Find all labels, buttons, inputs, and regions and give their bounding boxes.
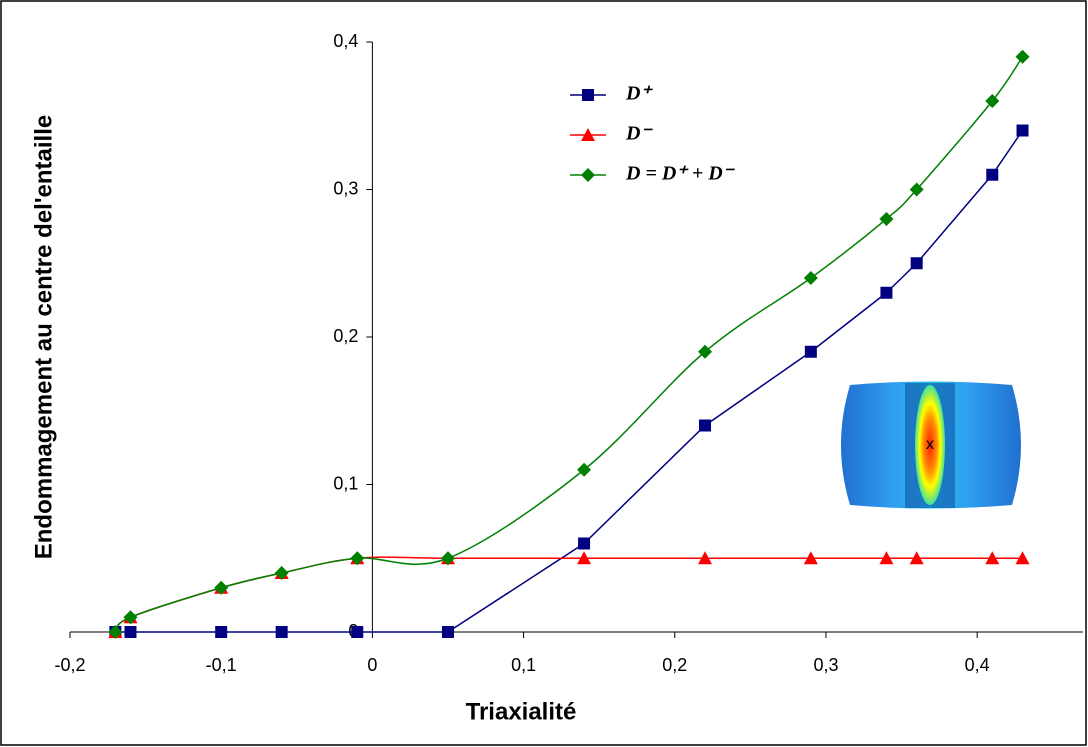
data-point bbox=[699, 419, 712, 432]
data-point bbox=[985, 94, 1000, 108]
x-tick-label: 0,1 bbox=[511, 655, 536, 675]
data-point bbox=[880, 286, 893, 299]
data-point bbox=[986, 168, 999, 181]
data-point bbox=[698, 344, 713, 359]
y-tick-label: 0,2 bbox=[333, 326, 358, 346]
data-point bbox=[1015, 551, 1030, 565]
data-point bbox=[123, 610, 138, 625]
x-tick-label: 0,2 bbox=[662, 655, 687, 675]
data-point bbox=[275, 626, 288, 638]
x-tick-label: -0,1 bbox=[206, 655, 237, 675]
data-point bbox=[350, 551, 365, 566]
data-point bbox=[698, 551, 713, 565]
data-point bbox=[803, 271, 818, 285]
x-axis-label: Triaxialité bbox=[466, 698, 577, 725]
data-point bbox=[351, 626, 364, 638]
data-point bbox=[804, 345, 817, 358]
data-point bbox=[1015, 49, 1030, 64]
data-point bbox=[440, 551, 455, 566]
x-tick-label: 0 bbox=[367, 655, 377, 675]
data-point bbox=[578, 537, 591, 550]
data-point bbox=[215, 626, 228, 638]
data-point bbox=[985, 551, 1000, 565]
data-point bbox=[214, 580, 229, 595]
data-point bbox=[1016, 124, 1029, 137]
x-tick-label: 0,3 bbox=[813, 655, 838, 675]
data-point bbox=[909, 551, 924, 565]
legend-label: D⁻ bbox=[625, 123, 653, 145]
data-point bbox=[441, 626, 454, 638]
inset-image: x bbox=[841, 381, 1021, 509]
data-point bbox=[577, 462, 592, 477]
legend-label: D⁺ bbox=[625, 83, 653, 105]
legend-marker bbox=[581, 128, 595, 141]
data-point bbox=[274, 566, 289, 580]
data-point bbox=[910, 257, 923, 270]
data-point bbox=[879, 212, 894, 226]
data-point bbox=[577, 551, 592, 565]
data-point bbox=[879, 551, 894, 565]
data-point bbox=[803, 551, 818, 565]
data-point bbox=[108, 625, 123, 639]
legend-marker bbox=[581, 168, 595, 182]
y-axis-label: Endommagement au centre del'entaille bbox=[30, 115, 57, 560]
y-tick-label: 0,1 bbox=[333, 473, 358, 493]
legend-label: D = D⁺ + D⁻ bbox=[625, 163, 736, 185]
legend-marker bbox=[582, 89, 594, 101]
x-tick-label: -0,2 bbox=[54, 655, 85, 675]
inset-label: x bbox=[926, 436, 934, 453]
y-tick-label: 0,4 bbox=[333, 31, 358, 51]
data-point bbox=[909, 182, 924, 197]
data-point bbox=[124, 626, 137, 638]
x-tick-label: 0,4 bbox=[965, 655, 990, 675]
y-tick-label: 0,3 bbox=[333, 178, 358, 198]
